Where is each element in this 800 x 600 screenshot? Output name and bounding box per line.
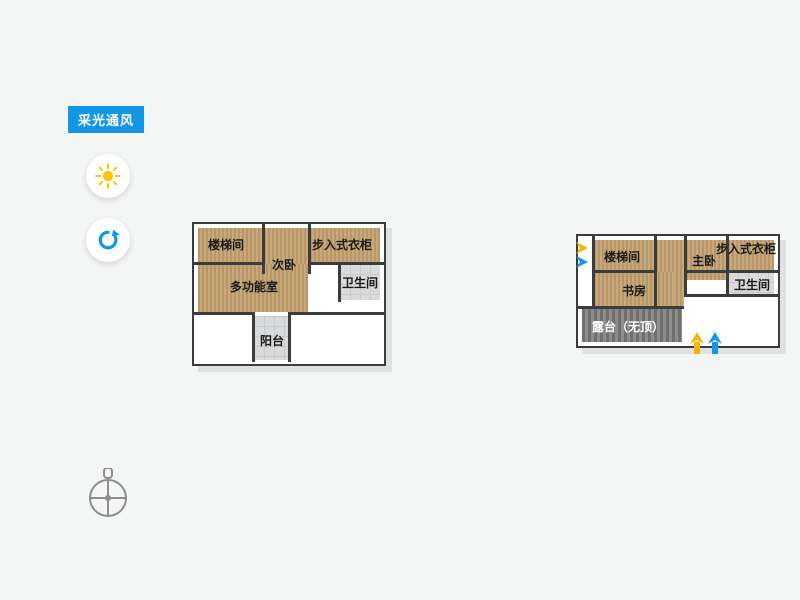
wall [684, 236, 687, 296]
room-terrace [582, 308, 682, 342]
compass-icon [86, 468, 130, 520]
refresh-button[interactable] [86, 218, 130, 262]
wall [262, 224, 265, 274]
vent-arrow [576, 242, 590, 254]
room-master [686, 240, 726, 280]
lighting-ventilation-tag: 采光通风 [68, 106, 144, 133]
wall [308, 224, 311, 274]
room-bath-r [728, 272, 774, 294]
room-balcony [254, 316, 288, 360]
stage: 采光通风 [0, 0, 800, 600]
wall [592, 270, 656, 273]
floorplan-right: 楼梯间 主卧 步入式衣柜 书房 卫生间 露台（无顶） [576, 234, 780, 348]
wall [194, 312, 254, 315]
room-walkin-r [728, 240, 774, 270]
wall [288, 312, 291, 362]
wall [194, 262, 264, 265]
sun-button[interactable] [86, 154, 130, 198]
room-walkin-l [310, 228, 380, 262]
room-bath-l [340, 264, 380, 300]
wall [578, 306, 684, 309]
wall [684, 270, 778, 273]
room-study [594, 272, 674, 306]
floorplan-left: 楼梯间 次卧 步入式衣柜 多功能室 卫生间 阳台 [192, 222, 386, 366]
vent-arrow [708, 332, 722, 354]
wall [684, 294, 778, 297]
room-multi [198, 264, 308, 312]
room-stair-r [594, 240, 654, 270]
wall [726, 236, 729, 296]
wall [252, 312, 255, 362]
room-stair-l [198, 228, 262, 262]
wall [288, 312, 384, 315]
sun-icon [95, 163, 121, 189]
wall [308, 262, 384, 265]
vent-arrow [690, 332, 704, 354]
refresh-icon [95, 227, 121, 253]
vent-arrow [576, 256, 590, 268]
wall [338, 262, 341, 302]
